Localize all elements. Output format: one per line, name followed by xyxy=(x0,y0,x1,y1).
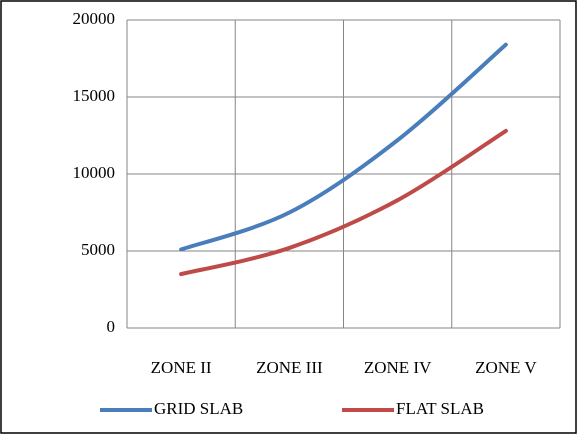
legend-label: GRID SLAB xyxy=(154,399,243,418)
x-tick-label: ZONE V xyxy=(475,358,537,377)
y-tick-label: 0 xyxy=(107,317,116,336)
x-tick-label: ZONE III xyxy=(256,358,323,377)
y-tick-label: 15000 xyxy=(73,86,116,105)
y-tick-label: 10000 xyxy=(73,163,116,182)
series-line xyxy=(179,42,508,252)
x-tick-label: ZONE II xyxy=(151,358,212,377)
x-tick-label: ZONE IV xyxy=(364,358,432,377)
legend-label: FLAT SLAB xyxy=(396,399,484,418)
series-line xyxy=(179,128,508,277)
y-tick-label: 5000 xyxy=(81,240,115,259)
y-tick-label: 20000 xyxy=(73,9,116,28)
